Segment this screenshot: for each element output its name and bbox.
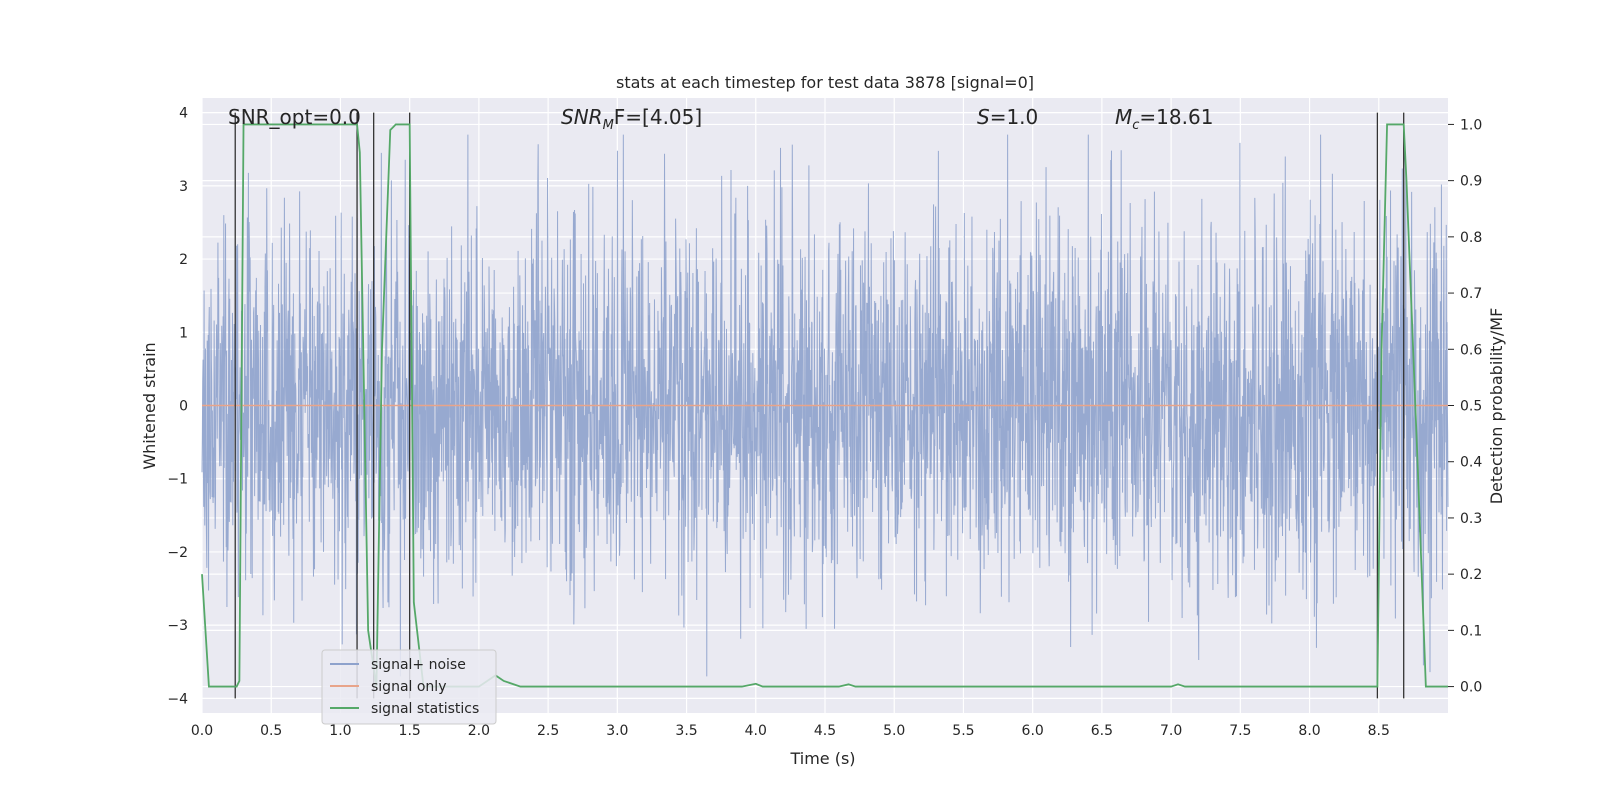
x-tick-label: 1.5 [399,723,421,739]
x-tick-label: 4.5 [814,723,836,739]
x-tick-label: 8.5 [1368,723,1390,739]
legend-box [321,649,497,725]
mc-symbol: M [1115,105,1132,129]
mc-value: =18.61 [1139,105,1213,129]
legend-label-noise: signal+ noise [371,657,466,673]
y-tick-label: −3 [167,618,188,634]
y2-tick-label: 0.5 [1460,399,1482,415]
y2-tick-label: 0.3 [1460,511,1482,527]
snr-mf-subscript: M [603,118,614,133]
y-tick-label: −1 [167,472,188,488]
snr-opt-annotation: SNR_opt=0.0 [228,105,361,129]
snr-mf-symbol: SNR [561,105,603,129]
y2-tick-label: 0.8 [1460,230,1482,246]
y2-tick-label: 0.1 [1460,623,1482,639]
s-value: =1.0 [990,105,1039,129]
x-tick-label: 1.0 [329,723,351,739]
y-tick-label: −4 [167,691,188,707]
y-tick-label: 1 [179,325,188,341]
s-annotation: S=1.0 [977,105,1038,129]
x-tick-label: 4.0 [745,723,767,739]
legend: signal+ noise signal only signal statist… [321,649,497,725]
snr-mf-value: F=[4.05] [614,105,702,129]
signal-statistics-line [201,123,1448,688]
chart-title: stats at each timestep for test data 387… [616,73,1034,92]
signal-statistics-series [201,123,1448,688]
y-tick-label: 2 [179,252,188,268]
y2-tick-label: 0.4 [1460,455,1482,471]
y-axis-label: Whitened strain [140,342,159,469]
y2-axis-label: Detection probability/MF [1487,308,1506,505]
y-tick-label: 3 [179,179,188,195]
x-axis-label: Time (s) [789,749,855,768]
x-tick-label: 8.0 [1298,723,1320,739]
x-tick-label: 6.5 [1091,723,1113,739]
x-tick-label: 5.5 [952,723,974,739]
s-symbol: S [977,105,990,129]
y2-tick-label: 0.2 [1460,567,1482,583]
x-tick-label: 7.0 [1160,723,1182,739]
mc-annotation: Mc=18.61 [1115,105,1213,133]
y-tick-label: −2 [167,545,188,561]
tick-labels: 0.0 0.5 1.0 1.5 2.0 2.5 3.0 3.5 4.0 4.5 5.0 5.5 6.0 6… [167,106,1482,739]
legend-label-stats: signal statistics [371,701,479,717]
x-tick-label: 3.5 [675,723,697,739]
x-tick-label: 0.0 [191,723,213,739]
y2-tick-label: 0.0 [1460,680,1482,696]
legend-label-signal: signal only [371,679,446,695]
x-tick-label: 3.0 [606,723,628,739]
y2-tick-label: 0.7 [1460,286,1482,302]
x-tick-label: 2.5 [537,723,559,739]
x-tick-label: 2.0 [468,723,490,739]
snr-mf-annotation: SNRMF=[4.05] [561,105,702,133]
y2-tick-label: 0.9 [1460,174,1482,190]
y2-tick-label: 0.6 [1460,342,1482,358]
y-tick-label: 4 [179,106,188,122]
x-tick-label: 6.0 [1022,723,1044,739]
y2-tick-label: 1.0 [1460,117,1482,133]
x-tick-label: 5.0 [883,723,905,739]
mc-subscript: c [1132,118,1139,133]
y-tick-label: 0 [179,399,188,415]
x-tick-label: 0.5 [260,723,282,739]
x-tick-label: 7.5 [1229,723,1251,739]
